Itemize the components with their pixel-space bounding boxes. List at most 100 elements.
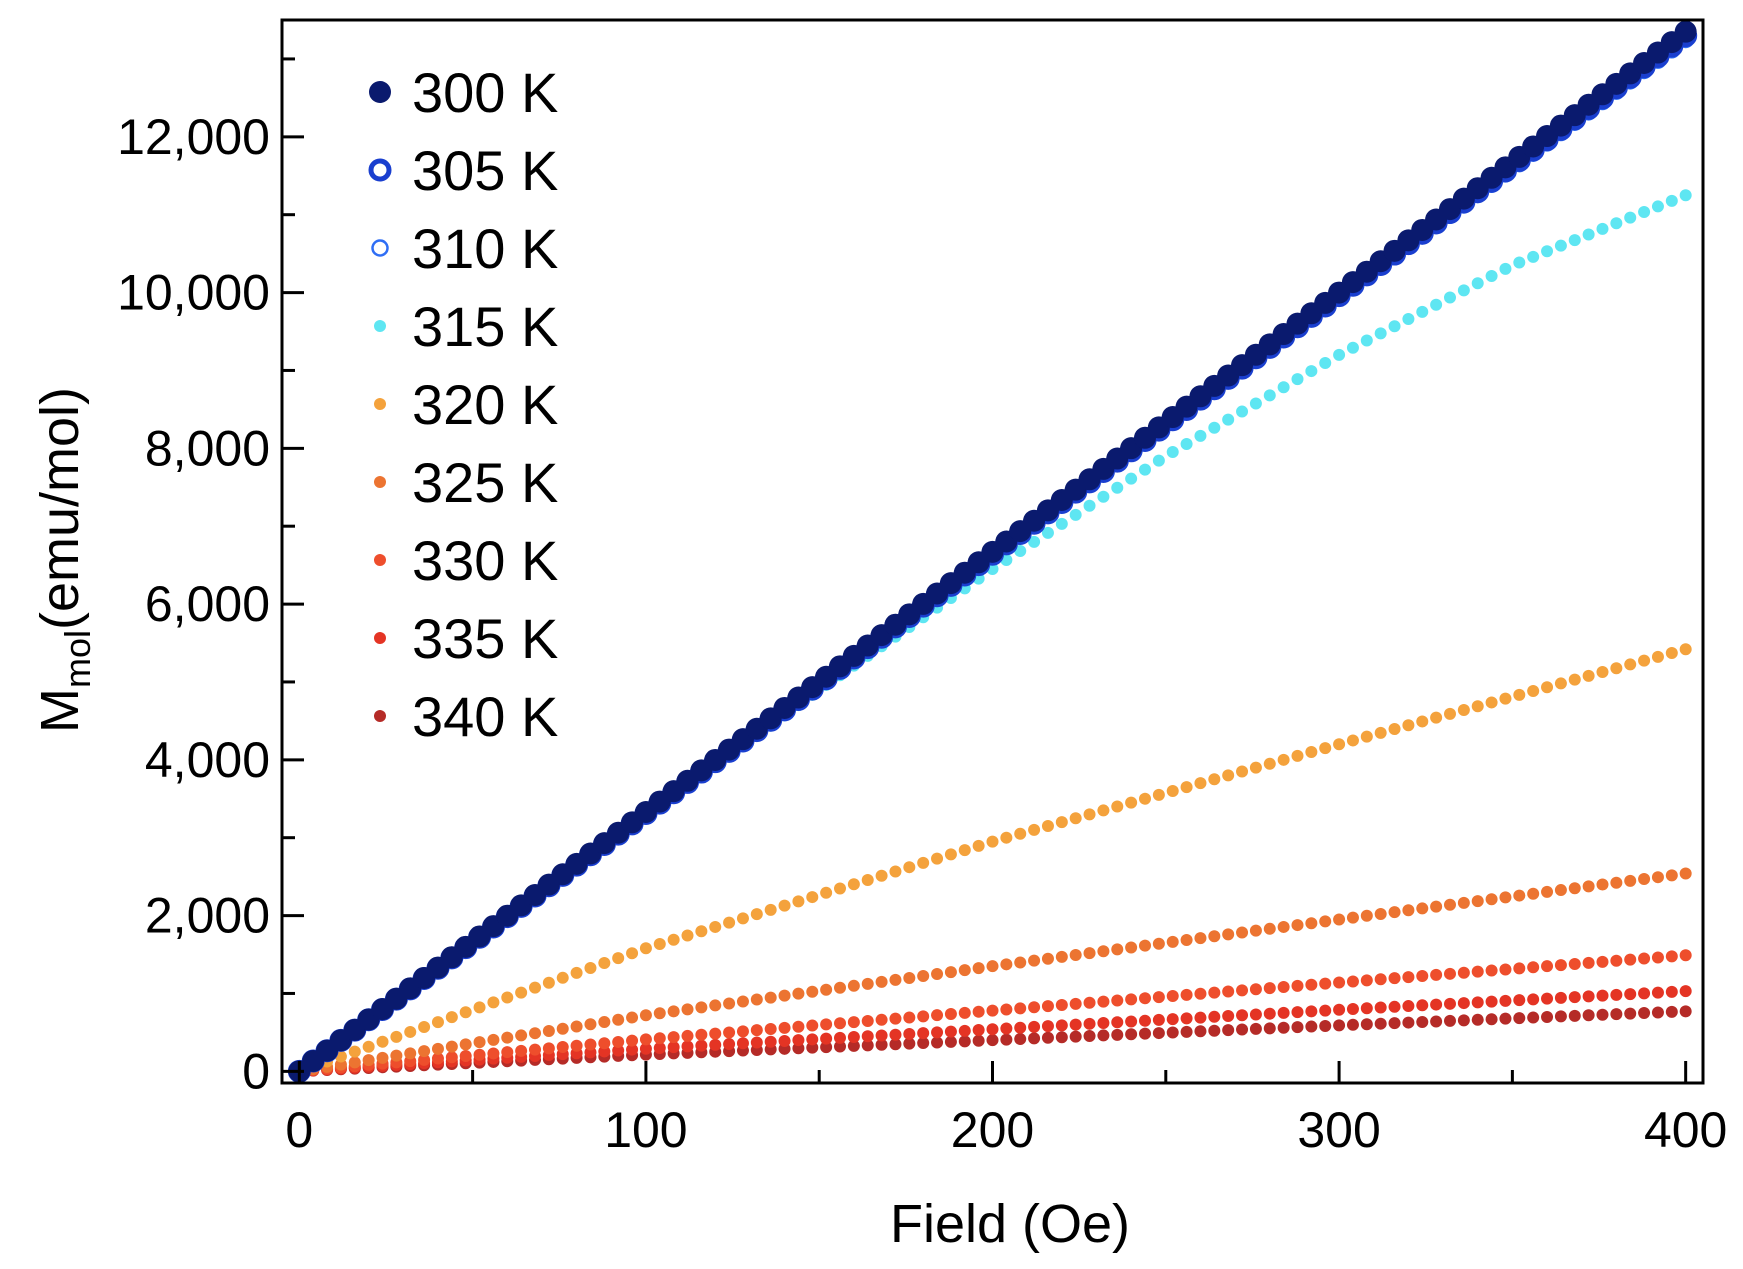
- data-point: [348, 1056, 361, 1069]
- data-point: [1097, 995, 1110, 1008]
- data-point: [1402, 971, 1415, 984]
- data-point: [1402, 1016, 1415, 1029]
- data-point: [1028, 1020, 1041, 1033]
- data-point: [1513, 889, 1526, 902]
- data-point: [1674, 20, 1697, 43]
- data-point: [1416, 902, 1429, 915]
- data-point: [1125, 941, 1138, 954]
- data-point: [1513, 1012, 1526, 1025]
- data-point: [667, 1005, 680, 1018]
- data-point: [1028, 1032, 1041, 1045]
- data-point: [709, 999, 722, 1012]
- data-point: [1138, 992, 1151, 1005]
- data-point: [958, 964, 971, 977]
- data-point: [778, 899, 791, 912]
- data-point: [1457, 966, 1470, 979]
- data-point: [1069, 997, 1082, 1010]
- data-point: [1319, 1019, 1332, 1032]
- data-point: [847, 1039, 860, 1052]
- data-point: [1249, 1008, 1262, 1021]
- data-point: [1388, 1000, 1401, 1013]
- data-point: [487, 1033, 500, 1046]
- data-point: [1624, 988, 1637, 1001]
- data-point: [529, 1043, 542, 1056]
- data-point: [1568, 882, 1581, 895]
- data-point: [1638, 952, 1651, 965]
- data-point: [1430, 900, 1443, 913]
- data-point: [626, 1011, 639, 1024]
- x-axis: 0 100 200 300 400: [285, 1061, 1727, 1158]
- data-point: [1374, 327, 1387, 340]
- y-axis-title-subscript: mol: [57, 630, 98, 688]
- x-tick-label: 200: [951, 1102, 1034, 1158]
- data-point: [875, 1029, 888, 1042]
- data-point: [418, 1021, 431, 1034]
- data-point: [958, 1006, 971, 1019]
- data-point: [1665, 985, 1678, 998]
- data-point: [529, 1027, 542, 1040]
- legend-label: 340 K: [412, 685, 558, 748]
- data-point: [1014, 1032, 1027, 1045]
- data-point: [362, 1040, 375, 1053]
- series-layer: [287, 20, 1698, 1083]
- data-point: [1208, 1010, 1221, 1023]
- data-point: [847, 1031, 860, 1044]
- data-point: [1499, 692, 1512, 705]
- series-300k: [288, 20, 1697, 1083]
- data-point: [1388, 972, 1401, 985]
- data-point: [1402, 313, 1415, 326]
- data-point: [931, 1009, 944, 1022]
- data-point: [515, 986, 528, 999]
- data-point: [1443, 291, 1456, 304]
- data-point: [778, 989, 791, 1002]
- data-point: [1679, 643, 1692, 656]
- data-point: [1430, 298, 1443, 311]
- data-point: [584, 961, 597, 974]
- data-point: [1374, 726, 1387, 739]
- data-point: [1596, 666, 1609, 679]
- data-point: [1152, 1027, 1165, 1040]
- data-point: [764, 1035, 777, 1048]
- data-point: [501, 1031, 514, 1044]
- data-point: [1083, 947, 1096, 960]
- data-point: [1554, 991, 1567, 1004]
- data-point: [723, 1026, 736, 1039]
- data-point: [1457, 704, 1470, 717]
- legend-label: 310 K: [412, 217, 558, 280]
- data-point: [875, 975, 888, 988]
- data-point: [473, 1036, 486, 1049]
- data-point: [1610, 1008, 1623, 1021]
- data-point: [889, 1028, 902, 1041]
- data-point: [1443, 967, 1456, 980]
- data-point: [1305, 1005, 1318, 1018]
- data-point: [1111, 1028, 1124, 1041]
- y-axis-title-unit: (emu/mol): [30, 387, 90, 630]
- data-point: [404, 1025, 417, 1038]
- data-point: [1125, 796, 1138, 809]
- data-point: [986, 1023, 999, 1036]
- data-point: [1055, 998, 1068, 1011]
- data-point: [1582, 228, 1595, 241]
- data-point: [723, 1038, 736, 1051]
- data-point: [931, 968, 944, 981]
- data-point: [889, 1012, 902, 1025]
- data-point: [639, 1033, 652, 1046]
- data-point: [1305, 365, 1318, 378]
- data-point: [626, 1034, 639, 1047]
- data-point: [1388, 1017, 1401, 1030]
- x-axis-title: Field (Oe): [890, 1194, 1130, 1254]
- data-point: [1291, 919, 1304, 932]
- data-point: [348, 1045, 361, 1058]
- data-point: [1582, 990, 1595, 1003]
- data-point: [639, 942, 652, 955]
- data-point: [958, 1035, 971, 1048]
- data-point: [986, 835, 999, 848]
- data-point: [986, 1034, 999, 1047]
- data-point: [515, 1044, 528, 1057]
- data-point: [1249, 924, 1262, 937]
- legend-label: 320 K: [412, 373, 558, 436]
- legend-marker: [374, 476, 386, 488]
- data-point: [1388, 320, 1401, 333]
- data-point: [931, 852, 944, 865]
- data-point: [1125, 1028, 1138, 1041]
